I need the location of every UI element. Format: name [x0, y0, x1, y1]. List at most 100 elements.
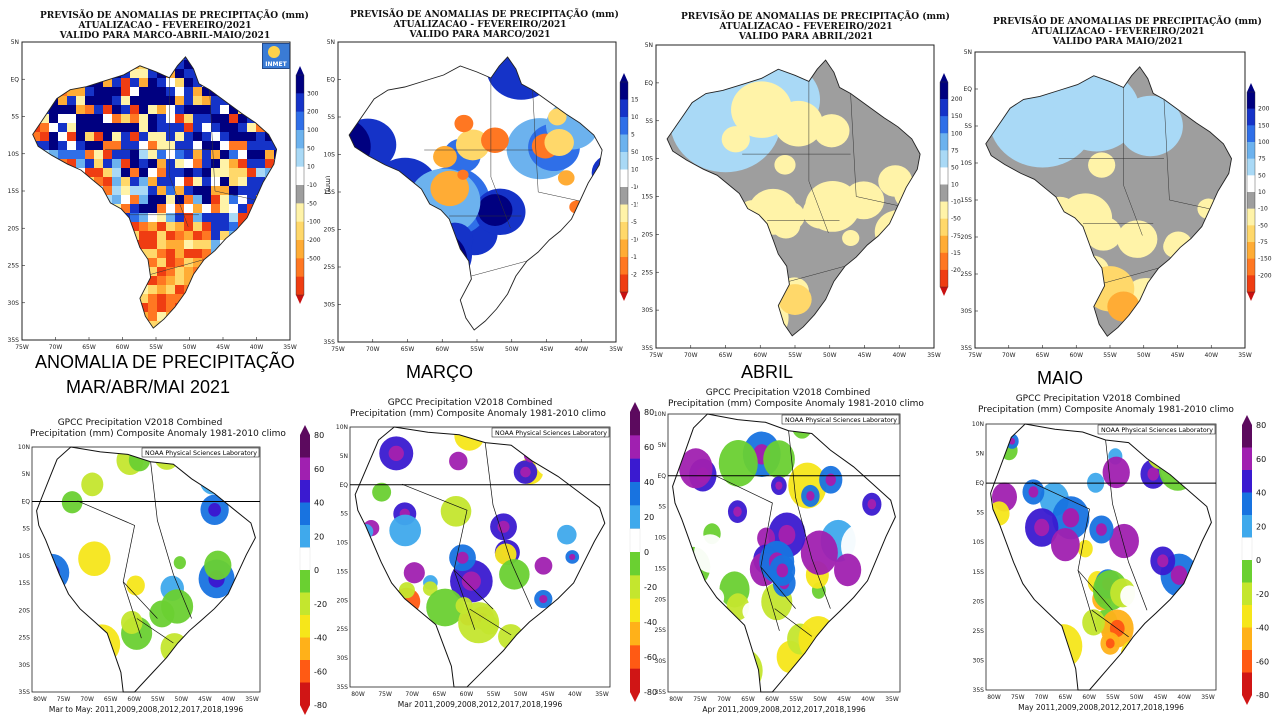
lon-tick-label: 35W — [885, 696, 899, 703]
caption-march: MARÇO — [406, 362, 473, 382]
lat-tick-label: 30S — [19, 662, 31, 669]
title-line-1: PREVISÃO DE ANOMALIAS DE PRECIPITAÇÃO (m… — [993, 17, 1262, 27]
caption-full-period-line1: ANOMALIA DE PRECIPITAÇÃO — [35, 352, 295, 372]
lat-tick-label: 15S — [961, 197, 973, 204]
lon-tick-label: 40W — [861, 696, 875, 703]
colorbar-segment — [1242, 605, 1252, 628]
colorbar-segment — [940, 184, 948, 202]
lon-tick-label: 50W — [183, 344, 197, 351]
lon-tick-label: 50W — [514, 691, 528, 698]
brazil-outline — [32, 56, 278, 329]
lon-tick-label: 80W — [351, 691, 365, 698]
colorbar-tick-label: 60 — [644, 443, 654, 452]
colorbar-segment — [1242, 447, 1252, 471]
lat-tick-label: 15S — [642, 194, 654, 201]
lon-tick-label: 40W — [574, 346, 588, 353]
colorbar-tick-label: -20 — [951, 267, 961, 274]
lat-tick-label: 20S — [8, 225, 20, 232]
lon-tick-label: 80W — [33, 696, 47, 703]
colorbar-segment — [299, 547, 311, 571]
continent-outline — [672, 413, 896, 693]
title-line-2: ATUALIZACAO - FEVEREIRO/2021 — [393, 20, 567, 30]
colorbar-tick-label: 0 — [644, 548, 649, 557]
colorbar-segment — [300, 682, 310, 706]
colorbar-segment — [940, 269, 948, 288]
colorbar-segment — [620, 99, 628, 118]
lon-tick-label: 75W — [968, 352, 982, 359]
colorbar-tick-label: -60 — [644, 653, 657, 662]
colorbar-segment — [1247, 208, 1255, 226]
colorbar-segment — [630, 482, 640, 506]
lon-tick-label: 60W — [765, 696, 779, 703]
lon-tick-label: 45W — [541, 691, 555, 698]
colorbar-segment — [296, 75, 304, 94]
lat-tick-label: 20S — [19, 607, 31, 614]
colorbar-tick-label: -60 — [314, 667, 327, 676]
lat-tick-label: 25S — [8, 263, 20, 270]
gpcc-footer: Mar 2011,2009,2008,2012,2017,2018,1996 — [398, 700, 563, 709]
lat-tick-label: 20S — [655, 596, 667, 603]
lon-tick-label: 60W — [435, 346, 449, 353]
caption-april: ABRIL — [741, 362, 794, 382]
colorbar-segment — [1247, 225, 1255, 243]
colorbar-tick-label: 10 — [951, 182, 959, 189]
colorbar-segment — [1247, 125, 1255, 143]
lon-tick-label: 60W — [127, 696, 141, 703]
lab-label: NOAA Physical Sciences Laboratory — [145, 450, 257, 457]
lon-tick-label: 70W — [684, 352, 698, 359]
colorbar-segment — [296, 185, 304, 204]
lat-tick-label: EQ — [963, 86, 972, 93]
gpcc-title: GPCC Precipitation V2018 Combined Precip… — [350, 398, 606, 420]
lon-tick-label: 35W — [609, 346, 623, 353]
colorbar-segment — [620, 274, 628, 293]
lon-tick-label: 55W — [151, 696, 165, 703]
lon-tick-label: 80W — [669, 696, 683, 703]
lon-tick-label: 60W — [116, 344, 130, 351]
lat-tick-label: 10N — [18, 444, 30, 451]
lat-tick-label: 5N — [327, 39, 335, 46]
lat-tick-label: 20S — [337, 597, 349, 604]
lat-tick-label: EQ — [10, 76, 19, 83]
lon-tick-label: 75W — [649, 352, 663, 359]
lat-tick-label: 30S — [961, 308, 973, 315]
colorbar-segment — [1247, 258, 1255, 276]
lon-tick-label: 60W — [753, 352, 767, 359]
lat-tick-label: 10S — [973, 539, 985, 546]
continent-outline — [354, 426, 606, 688]
colorbar-tick-label: 20 — [644, 513, 654, 522]
lon-tick-label: 55W — [789, 696, 803, 703]
colorbar-tick-label: 75 — [951, 147, 959, 154]
colorbar-tick-label: 40 — [314, 499, 324, 508]
colorbar-tick-label: -75 — [1258, 239, 1268, 246]
title-line-3: VALIDO PARA MARCO-ABRIL-MAIO/2021 — [59, 31, 271, 41]
colorbar-segment — [620, 187, 628, 205]
lat-tick-label: 5S — [11, 114, 19, 121]
title-line-2: ATUALIZACAO - FEVEREIRO/2021 — [1031, 27, 1205, 37]
lat-tick-label: 10N — [654, 411, 666, 418]
colorbar-segment — [1247, 108, 1255, 126]
colorbar-tick-label: -200 — [307, 237, 321, 244]
colorbar-segment — [940, 235, 948, 254]
colorbar-segment — [940, 133, 948, 151]
continent-outline — [36, 446, 256, 693]
gpcc-footer: May 2011,2009,2008,2012,2017,2018,1996 — [1018, 703, 1184, 712]
lat-tick-label: 30S — [337, 655, 349, 662]
lab-label-box — [491, 427, 610, 438]
colorbar-tick-label: 300 — [307, 90, 319, 97]
gpcc-title-line-1: GPCC Precipitation V2018 Combined — [1015, 394, 1181, 404]
lat-tick-label: 35S — [19, 689, 31, 696]
colorbar-segment — [300, 660, 310, 683]
colorbar-segment — [1241, 537, 1253, 561]
lat-tick-label: 5N — [11, 39, 19, 46]
lat-tick-label: 35S — [337, 684, 349, 691]
lon-tick-label: 50W — [1130, 694, 1144, 701]
inmet-panel-may: PREVISÃO DE ANOMALIAS DE PRECIPITAÇÃO (m… — [955, 0, 1280, 360]
colorbar-segment — [630, 622, 640, 646]
lat-tick-label: 30S — [642, 307, 654, 314]
lat-tick-label: EQ — [326, 77, 335, 84]
colorbar-tick-label: -60 — [1256, 657, 1269, 666]
colorbar-tick-label: 20 — [314, 532, 324, 541]
inmet-panel-mar: PREVISÃO DE ANOMALIAS DE PRECIPITAÇÃO (m… — [318, 0, 638, 355]
lon-tick-label: 45W — [216, 344, 230, 351]
